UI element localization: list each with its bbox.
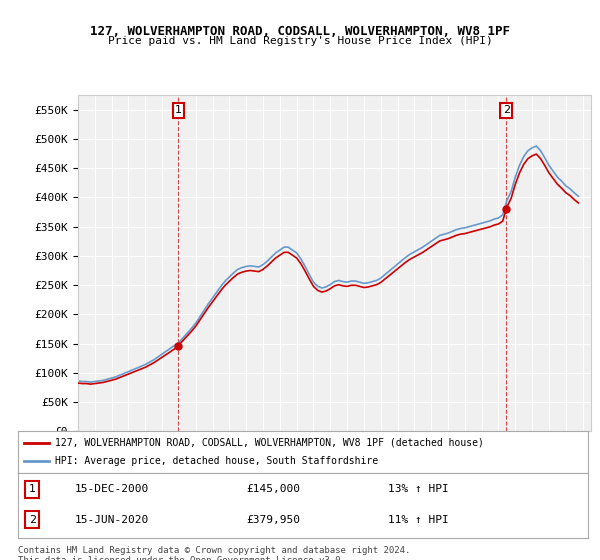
Text: 15-JUN-2020: 15-JUN-2020 [75, 515, 149, 525]
Text: 2: 2 [29, 515, 36, 525]
Text: HPI: Average price, detached house, South Staffordshire: HPI: Average price, detached house, Sout… [55, 456, 378, 466]
Text: 13% ↑ HPI: 13% ↑ HPI [389, 484, 449, 494]
Text: 2: 2 [503, 105, 510, 115]
Text: £379,950: £379,950 [246, 515, 300, 525]
Text: £145,000: £145,000 [246, 484, 300, 494]
Text: 11% ↑ HPI: 11% ↑ HPI [389, 515, 449, 525]
Text: 1: 1 [29, 484, 36, 494]
Text: 1: 1 [175, 105, 182, 115]
Text: 127, WOLVERHAMPTON ROAD, CODSALL, WOLVERHAMPTON, WV8 1PF: 127, WOLVERHAMPTON ROAD, CODSALL, WOLVER… [90, 25, 510, 38]
Text: 15-DEC-2000: 15-DEC-2000 [75, 484, 149, 494]
Text: 127, WOLVERHAMPTON ROAD, CODSALL, WOLVERHAMPTON, WV8 1PF (detached house): 127, WOLVERHAMPTON ROAD, CODSALL, WOLVER… [55, 438, 484, 448]
Text: Price paid vs. HM Land Registry's House Price Index (HPI): Price paid vs. HM Land Registry's House … [107, 36, 493, 46]
Text: Contains HM Land Registry data © Crown copyright and database right 2024.
This d: Contains HM Land Registry data © Crown c… [18, 546, 410, 560]
